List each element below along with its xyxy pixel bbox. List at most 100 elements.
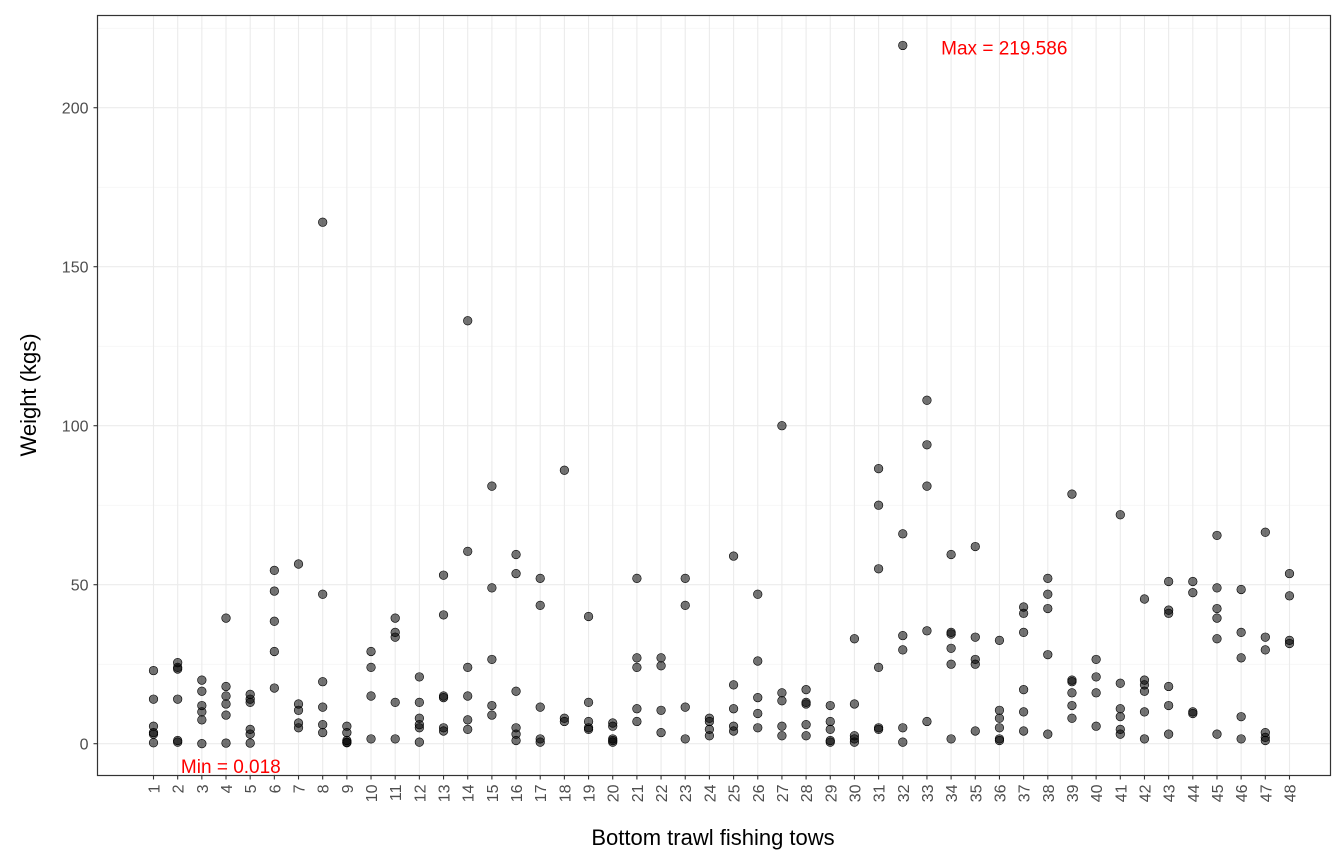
data-point bbox=[1212, 729, 1222, 739]
data-point bbox=[1067, 713, 1077, 723]
data-point bbox=[994, 705, 1005, 715]
data-point bbox=[487, 710, 497, 720]
data-point bbox=[1188, 576, 1198, 587]
data-point bbox=[849, 737, 860, 747]
x-tick-label: 24 bbox=[702, 784, 719, 802]
data-point bbox=[873, 724, 884, 734]
data-point bbox=[1260, 632, 1270, 642]
data-point bbox=[1236, 712, 1246, 722]
x-tick-label: 26 bbox=[751, 784, 768, 802]
x-tick-label: 46 bbox=[1234, 784, 1251, 802]
data-point bbox=[559, 716, 569, 727]
data-point bbox=[1139, 734, 1150, 744]
data-point bbox=[390, 613, 400, 623]
data-point bbox=[946, 549, 956, 560]
x-tick-label: 40 bbox=[1089, 784, 1106, 802]
data-point bbox=[1164, 700, 1174, 711]
data-point bbox=[801, 699, 811, 709]
data-point bbox=[269, 616, 279, 626]
x-tick-label: 11 bbox=[388, 784, 405, 801]
data-point bbox=[245, 738, 255, 748]
data-point bbox=[463, 724, 473, 734]
data-point bbox=[173, 664, 183, 674]
x-tick-label: 42 bbox=[1137, 784, 1154, 802]
data-point bbox=[1019, 726, 1029, 736]
data-point bbox=[197, 715, 207, 725]
data-point bbox=[946, 734, 956, 744]
data-point bbox=[1212, 634, 1222, 644]
data-point bbox=[873, 500, 884, 510]
data-point bbox=[318, 589, 328, 599]
data-point bbox=[245, 729, 255, 739]
data-point bbox=[197, 686, 207, 696]
data-point bbox=[1164, 729, 1174, 739]
x-tick-label: 5 bbox=[243, 784, 260, 793]
data-point bbox=[1067, 489, 1077, 499]
data-point bbox=[1260, 645, 1270, 655]
data-point bbox=[269, 586, 279, 596]
plot-border bbox=[96, 14, 1332, 777]
data-point bbox=[873, 662, 884, 672]
data-point bbox=[656, 661, 666, 671]
data-point bbox=[946, 643, 956, 653]
y-tick-label: 100 bbox=[62, 419, 89, 436]
data-point bbox=[318, 677, 328, 687]
x-tick-label: 20 bbox=[606, 784, 623, 802]
x-tick-label: 17 bbox=[533, 784, 550, 802]
data-point bbox=[970, 726, 980, 736]
x-tick-label: 38 bbox=[1041, 784, 1058, 802]
data-point bbox=[1043, 650, 1053, 660]
data-point bbox=[1115, 678, 1125, 688]
data-point bbox=[680, 734, 690, 744]
data-point bbox=[1091, 688, 1101, 698]
data-point bbox=[414, 697, 424, 707]
data-point bbox=[148, 665, 159, 676]
data-point bbox=[1260, 527, 1270, 537]
data-point bbox=[1188, 708, 1198, 719]
data-point bbox=[414, 737, 424, 747]
data-point bbox=[1091, 654, 1101, 665]
x-tick-label: 2 bbox=[171, 784, 188, 793]
data-point bbox=[1236, 584, 1246, 595]
data-point bbox=[366, 734, 376, 744]
data-point bbox=[197, 675, 207, 685]
data-point bbox=[898, 630, 908, 641]
data-point bbox=[148, 694, 159, 704]
data-point bbox=[1164, 576, 1174, 587]
data-point bbox=[318, 720, 328, 730]
data-point bbox=[898, 529, 908, 539]
x-tick-label: 6 bbox=[267, 784, 284, 793]
data-point bbox=[632, 716, 642, 727]
data-point bbox=[487, 583, 497, 593]
x-tick-label: 15 bbox=[485, 784, 502, 802]
data-point bbox=[1164, 681, 1174, 692]
data-point bbox=[873, 564, 884, 574]
data-point bbox=[898, 737, 908, 747]
x-tick-label: 3 bbox=[195, 784, 212, 793]
data-point bbox=[390, 734, 400, 744]
x-tick-label: 37 bbox=[1017, 784, 1034, 802]
data-point bbox=[269, 646, 279, 657]
x-tick-label: 31 bbox=[872, 784, 889, 802]
x-tick-label: 14 bbox=[461, 784, 478, 802]
data-point bbox=[148, 729, 159, 739]
data-point bbox=[511, 549, 521, 560]
x-tick-label: 47 bbox=[1258, 784, 1275, 802]
data-point bbox=[293, 559, 304, 569]
data-point bbox=[898, 723, 908, 733]
data-point bbox=[680, 600, 690, 610]
data-point bbox=[1115, 704, 1125, 714]
data-point bbox=[511, 568, 521, 579]
data-point bbox=[438, 726, 449, 736]
data-point bbox=[680, 573, 690, 583]
x-tick-label: 33 bbox=[920, 784, 937, 802]
x-tick-label: 35 bbox=[968, 784, 985, 802]
data-point bbox=[463, 691, 473, 701]
y-tick-label: 200 bbox=[62, 101, 89, 118]
data-point bbox=[656, 705, 666, 715]
data-point bbox=[173, 737, 183, 747]
data-point bbox=[753, 589, 763, 599]
data-point bbox=[922, 395, 932, 405]
data-point bbox=[777, 696, 787, 706]
